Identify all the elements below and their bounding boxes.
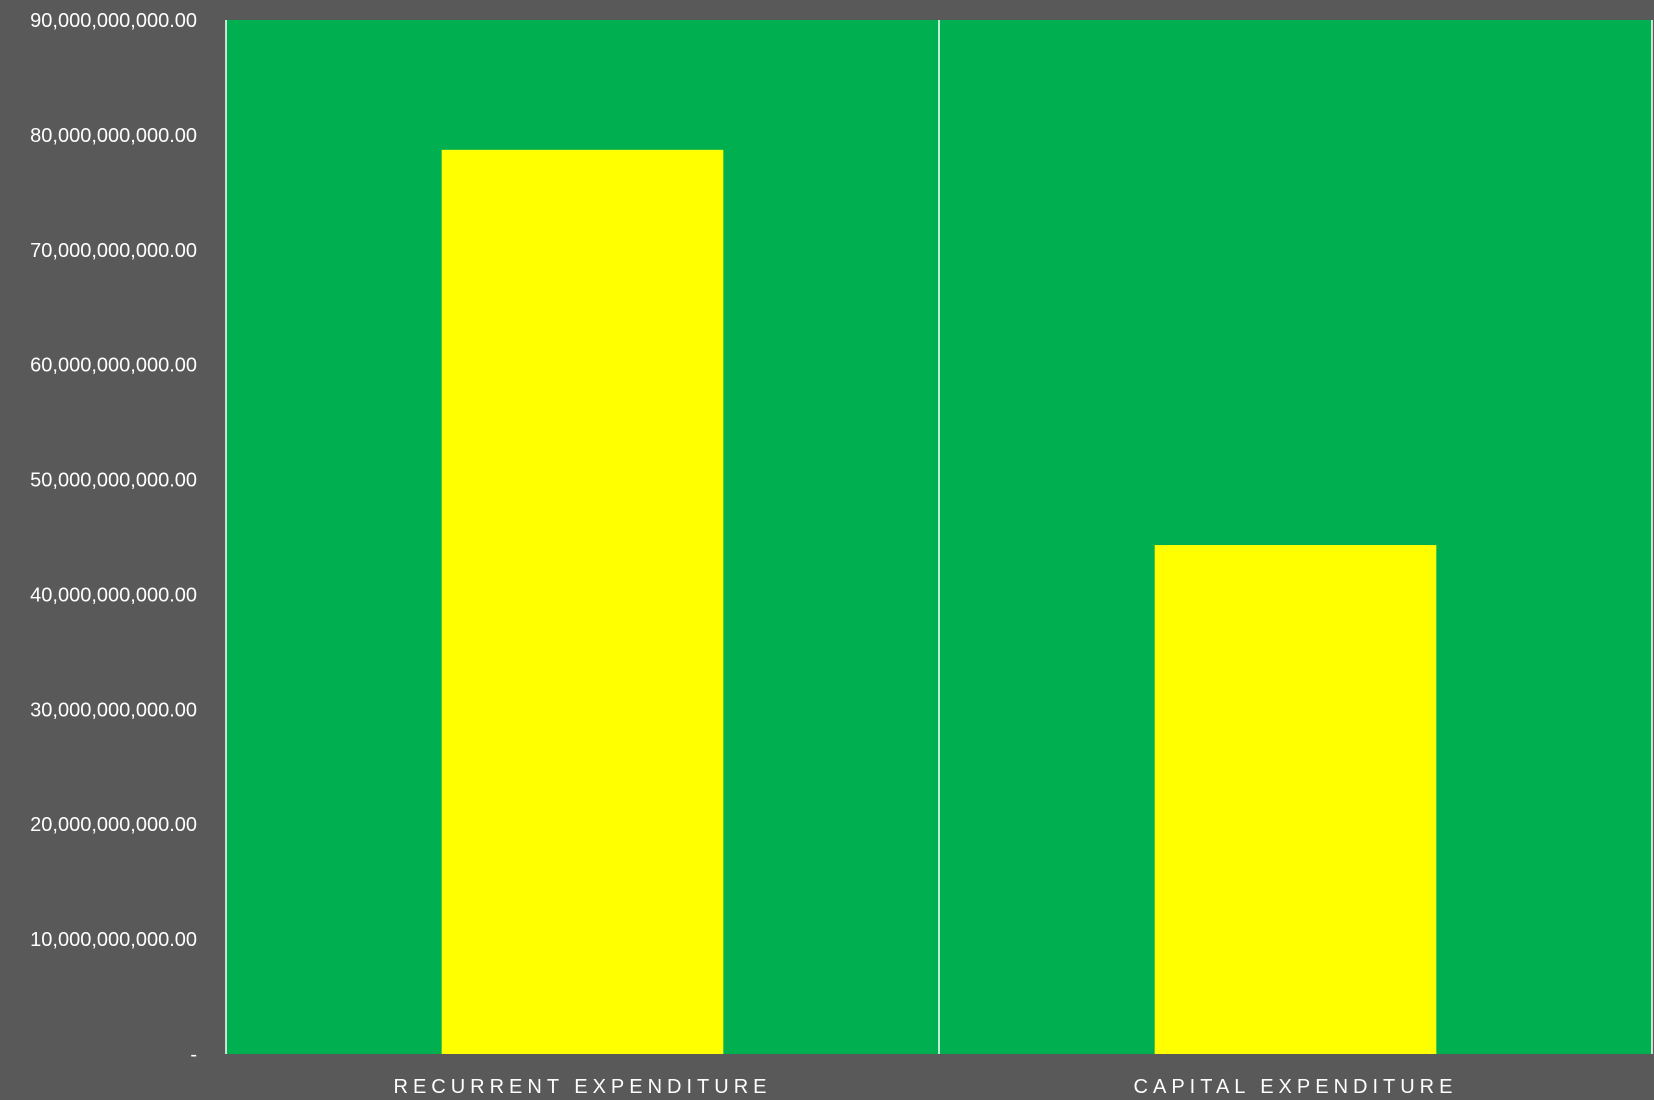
y-tick-label: 90,000,000,000.00 <box>30 10 197 32</box>
y-tick-label: 80,000,000,000.00 <box>30 125 197 147</box>
y-tick-label: 10,000,000,000.00 <box>30 929 197 951</box>
y-tick-label: 20,000,000,000.00 <box>30 814 197 836</box>
bar <box>441 149 724 1054</box>
y-tick-label: 60,000,000,000.00 <box>30 355 197 377</box>
x-tick-label: RECURRENT EXPENDITURE <box>394 1076 772 1098</box>
y-tick-label: 40,000,000,000.00 <box>30 584 197 606</box>
x-axis-category-labels: RECURRENT EXPENDITURE CAPITAL EXPENDITURE <box>394 1076 1458 1098</box>
y-tick-label: 50,000,000,000.00 <box>30 470 197 492</box>
bars <box>441 149 1437 1054</box>
x-tick-label: CAPITAL EXPENDITURE <box>1134 1076 1458 1098</box>
y-tick-label: 70,000,000,000.00 <box>30 240 197 262</box>
category-separators <box>225 20 1653 1054</box>
bar <box>1154 545 1437 1054</box>
y-tick-label: 30,000,000,000.00 <box>30 699 197 721</box>
y-tick-label: - <box>190 1044 197 1066</box>
y-axis-tick-labels: - 10,000,000,000.00 20,000,000,000.00 30,00… <box>30 10 197 1066</box>
